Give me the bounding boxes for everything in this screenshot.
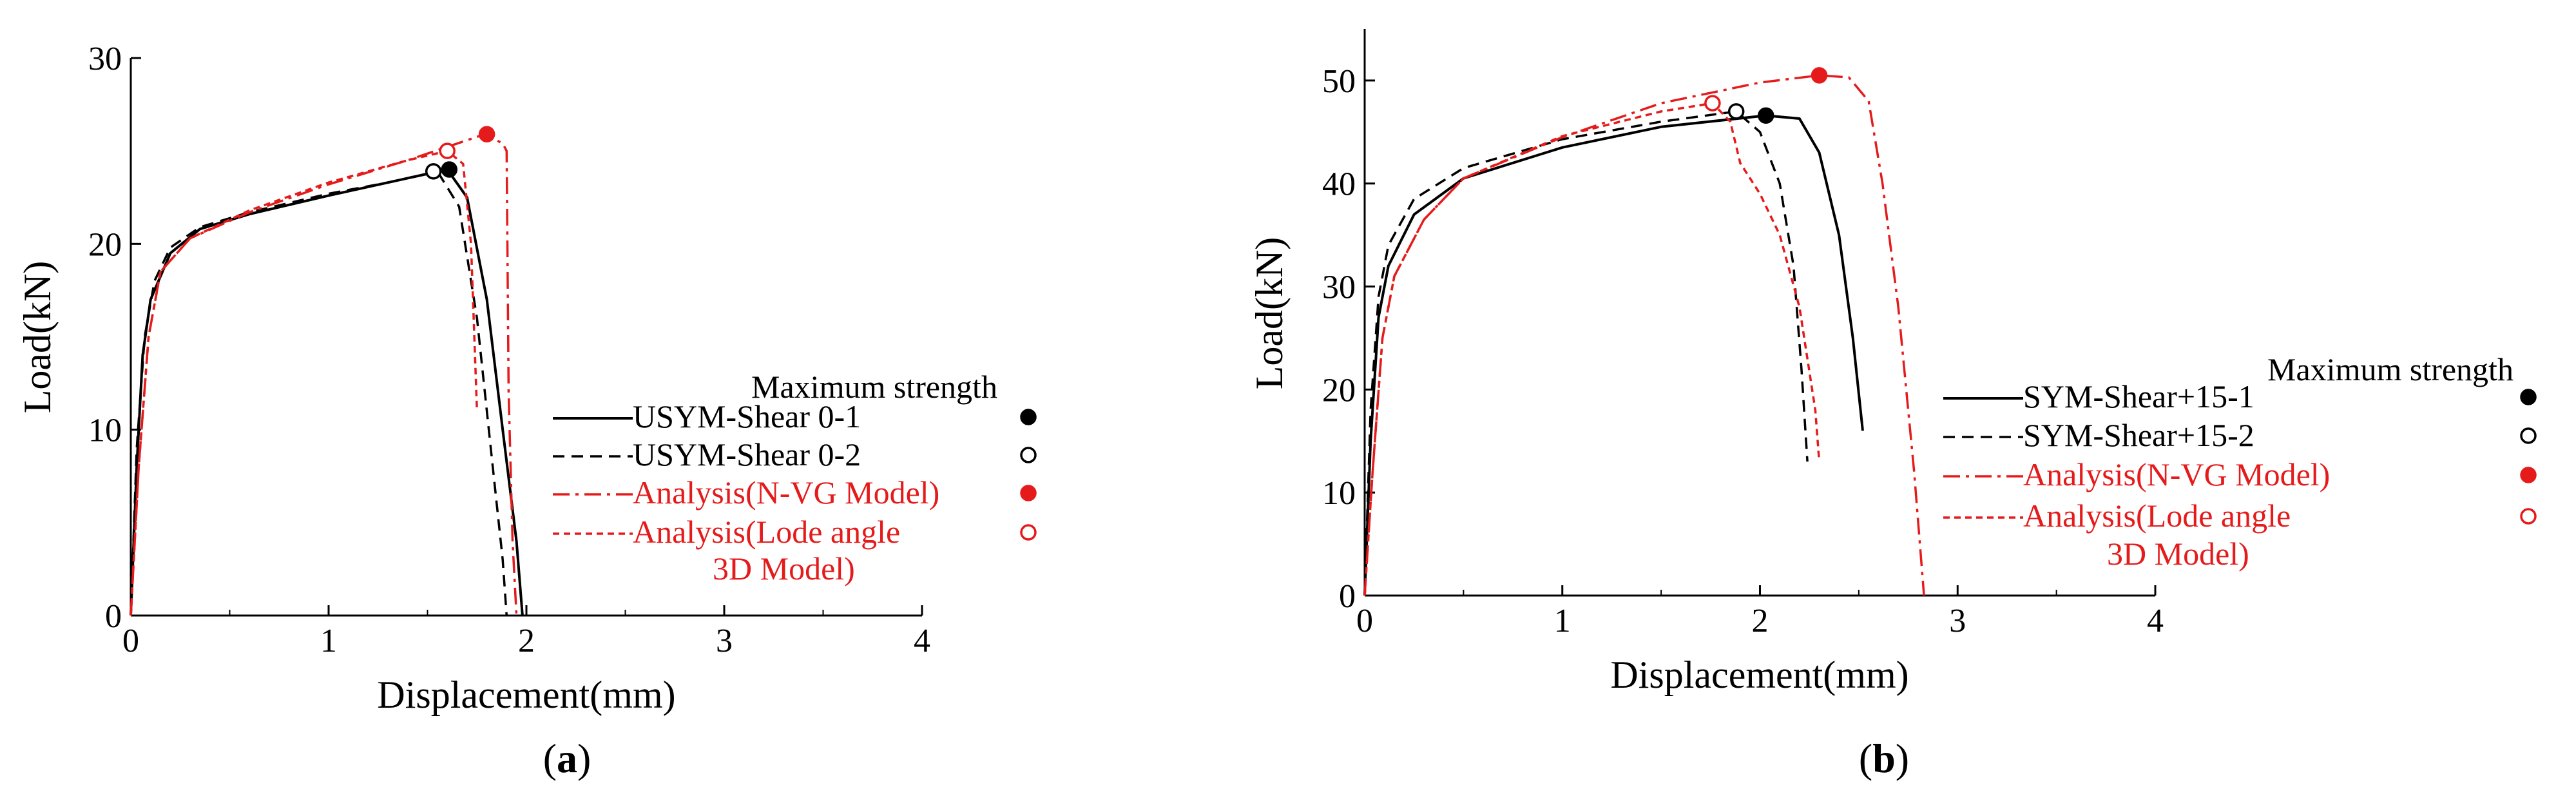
y-tick-label: 30 [88,41,122,77]
legend-marker-usym-shear-0-2 [1020,447,1037,463]
panel-a: 0 1 2 3 4 0 10 20 30 Displacement(mm) Load(kN) (a) M… [16,41,1037,781]
max-point-marker-sym-shear-15-2 [1727,103,1745,120]
max-point-marker-usym-shear-0-2 [425,163,442,180]
y-axis-label: Load(kN) [1248,237,1291,390]
legend-label-sym-shear-15-2: SYM-Shear+15-2 [2023,417,2254,453]
x-tick-label: 2 [518,623,535,659]
legend-label-analysis-n-vg-model: Analysis(N-VG Model) [633,474,939,510]
caption-paren-open: ( [1859,735,1872,781]
y-tick-label: 40 [1322,166,1356,203]
series-line-analysis-lode-angle-3d-model [130,150,479,616]
max-point-marker-analysis-lode-angle-3d-model [439,142,456,159]
legend-label-usym-shear-0-2: USYM-Shear 0-2 [633,436,861,472]
x-axis-label: Displacement(mm) [1610,654,1908,696]
series-line-analysis-lode-angle-3d-model [1363,102,1821,596]
caption-paren-close: ) [577,735,591,781]
x-tick-label: 4 [2147,603,2164,639]
series-line-sym-shear-15-1 [1363,114,1864,596]
x-tick-label: 3 [716,623,733,659]
max-point-marker-analysis-n-vg-model [1811,67,1828,84]
caption-paren-open: ( [543,735,557,781]
legend-label-usym-shear-0-1: USYM-Shear 0-1 [633,398,861,434]
x-tick-label: 0 [122,623,139,659]
y-tick-label: 50 [1322,63,1356,100]
series-line-usym-shear-0-1 [130,168,524,616]
legend-marker-sym-shear-15-2 [2520,427,2537,444]
legend-label-sym-shear-15-1: SYM-Shear+15-1 [2023,378,2254,414]
legend-marker-analysis-lode-angle-3d-model [1020,524,1037,541]
panel-caption: (a) [543,735,591,781]
caption-letter: b [1872,735,1896,781]
legend-title: Maximum strength [751,369,997,405]
x-tick-label: 1 [320,623,337,659]
max-point-marker-sym-shear-15-1 [1757,107,1774,124]
legend-marker-analysis-n-vg-model [2520,467,2537,483]
legend-title: Maximum strength [2267,351,2514,387]
x-tick-label: 0 [1356,603,1373,639]
caption-paren-close: ) [1896,735,1909,781]
legend-marker-analysis-lode-angle-3d-model [2520,508,2537,525]
series-line-sym-shear-15-2 [1363,110,1809,596]
y-tick-label: 20 [88,226,122,263]
y-tick-label: 30 [1322,269,1356,306]
legend-marker-sym-shear-15-1 [2520,389,2537,405]
x-tick-label: 3 [1949,603,1966,639]
x-tick-label: 2 [1752,603,1769,639]
legend-label-line-2: 3D Model) [713,550,855,587]
legend-label-line-2: 3D Model) [2107,536,2249,572]
y-tick-label: 20 [1322,372,1356,409]
x-tick-label: 1 [1554,603,1571,639]
legend-marker-usym-shear-0-1 [1020,409,1037,425]
y-tick-label: 0 [105,598,122,635]
max-point-marker-analysis-lode-angle-3d-model [1704,95,1721,112]
legend-label-analysis-lode-angle-3d-model: Analysis(Lode angle 3D Model) [633,514,900,587]
legend-label-line-1: Analysis(Lode angle [2023,498,2291,534]
legend-label-analysis-n-vg-model: Analysis(N-VG Model) [2023,456,2330,492]
y-axis-label: Load(kN) [16,261,59,414]
legend-label-analysis-lode-angle-3d-model: Analysis(Lode angle 3D Model) [2023,498,2291,572]
y-tick-label: 0 [1339,578,1356,615]
caption-letter: a [557,735,577,781]
y-tick-label: 10 [88,413,122,449]
y-tick-label: 10 [1322,475,1356,512]
max-point-marker-usym-shear-0-1 [441,161,458,178]
legend-label-line-1: Analysis(Lode angle [633,514,900,550]
panel-b: 0 1 2 3 401020304050Displacement(mm)Load(kN)… [1248,29,2537,781]
legend-marker-analysis-n-vg-model [1020,485,1037,501]
panel-caption: (b) [1859,735,1909,781]
x-axis-label: Displacement(mm) [377,674,675,716]
series-line-analysis-n-vg-model [1363,74,1925,596]
max-point-marker-analysis-n-vg-model [478,126,495,142]
x-tick-label: 4 [914,623,930,659]
